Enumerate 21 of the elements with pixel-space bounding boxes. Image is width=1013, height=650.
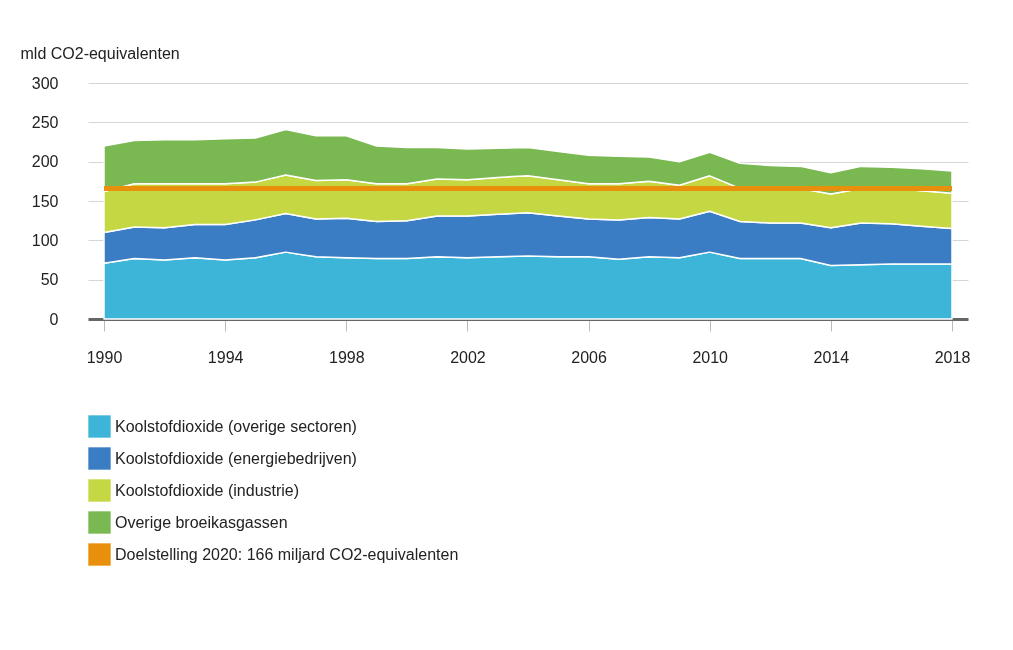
legend-label: Doelstelling 2020: 166 miljard CO2-equivalenten (115, 545, 459, 563)
x-tick-label: 1998 (328, 348, 365, 366)
x-tick-label: 1994 (207, 348, 244, 366)
y-tick-label: 300 (31, 74, 59, 92)
legend-label: Koolstofdioxide (industrie) (115, 481, 300, 499)
y-tick-label: 200 (31, 153, 59, 171)
y-axis-title: mld CO2-equivalenten (20, 44, 180, 62)
legend-label: Koolstofdioxide (energiebedrijven) (115, 449, 357, 467)
y-tick-label: 50 (40, 271, 59, 289)
y-tick-label: 250 (31, 113, 59, 131)
x-tick-label: 2010 (692, 348, 729, 366)
x-tick-label: 2002 (450, 348, 486, 366)
y-tick-label: 150 (31, 192, 59, 210)
x-tick-label: 2014 (813, 348, 850, 366)
x-tick-label: 2018 (934, 348, 971, 366)
y-tick-label: 0 (49, 310, 59, 328)
legend-label: Overige broeikasgassen (115, 513, 288, 531)
x-tick-label: 1990 (86, 348, 123, 366)
x-tick-label: 2006 (571, 348, 607, 366)
y-tick-label: 100 (31, 231, 59, 249)
legend-label: Koolstofdioxide (overige sectoren) (115, 417, 357, 435)
